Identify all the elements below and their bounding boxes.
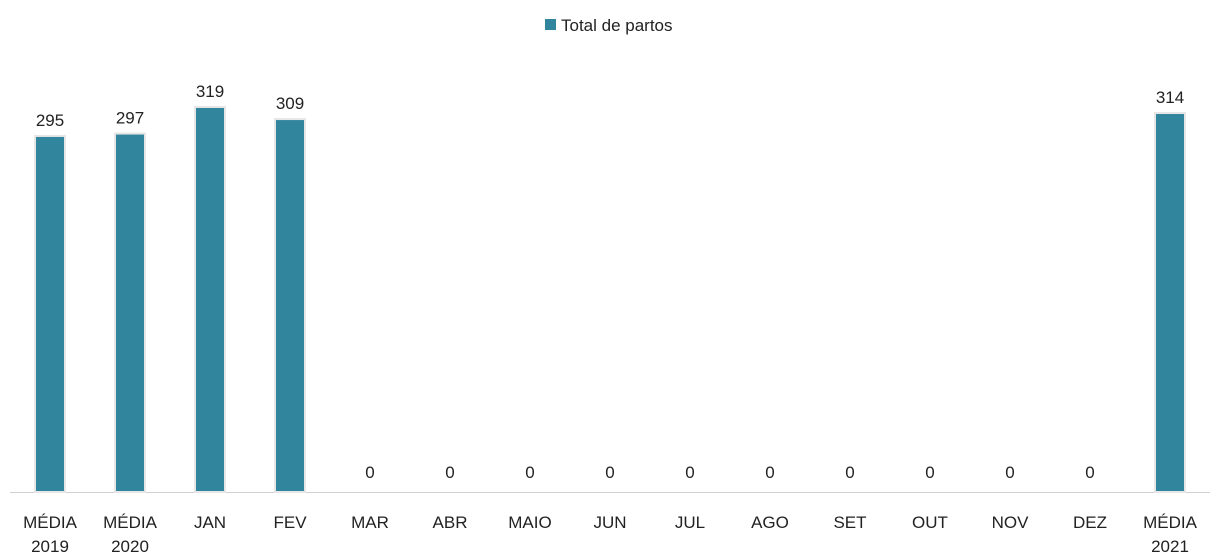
data-label: 309 xyxy=(276,94,304,113)
x-tick-label: JAN xyxy=(194,513,226,532)
data-label: 0 xyxy=(845,463,854,482)
data-label: 314 xyxy=(1156,88,1184,107)
x-tick-label: MÉDIA 2021 xyxy=(1143,513,1198,556)
x-tick-label: MAR xyxy=(351,513,389,532)
data-label: 0 xyxy=(685,463,694,482)
x-tick-label: MÉDIA 2019 xyxy=(23,513,78,556)
x-tick-label: AGO xyxy=(751,513,789,532)
bar xyxy=(194,106,226,493)
data-label: 0 xyxy=(365,463,374,482)
legend: Total de partos xyxy=(545,16,673,35)
data-label: 319 xyxy=(196,82,224,101)
bar xyxy=(34,134,66,493)
x-tick-label: JUL xyxy=(675,513,705,532)
x-tick-label: JUN xyxy=(593,513,626,532)
data-label: 297 xyxy=(116,109,144,128)
x-tick-label: NOV xyxy=(992,513,1030,532)
x-tick-label: SET xyxy=(833,513,866,532)
data-label: 0 xyxy=(525,463,534,482)
legend-swatch xyxy=(545,19,556,30)
bar xyxy=(1154,112,1186,493)
bar xyxy=(274,118,306,493)
data-label: 0 xyxy=(765,463,774,482)
data-label: 0 xyxy=(1085,463,1094,482)
x-tick-labels: MÉDIA 2019 MÉDIA 2020 JAN FEV MAR ABR MAIO JUN JUL… xyxy=(23,513,1198,556)
bar xyxy=(114,132,146,493)
data-labels: 295 297 319 309 0 0 0 0 0 0 0 0 0 0 314 xyxy=(36,82,1184,482)
data-label: 0 xyxy=(925,463,934,482)
data-label: 0 xyxy=(1005,463,1014,482)
x-tick-label: MÉDIA 2020 xyxy=(103,513,158,556)
x-tick-label: DEZ xyxy=(1073,513,1107,532)
data-label: 295 xyxy=(36,111,64,130)
data-label: 0 xyxy=(605,463,614,482)
x-tick-label: FEV xyxy=(273,513,307,532)
x-tick-label: MAIO xyxy=(508,513,551,532)
legend-label: Total de partos xyxy=(561,16,673,35)
x-tick-label: ABR xyxy=(433,513,468,532)
x-tick-label: OUT xyxy=(912,513,948,532)
data-label: 0 xyxy=(445,463,454,482)
bars xyxy=(34,106,1186,493)
